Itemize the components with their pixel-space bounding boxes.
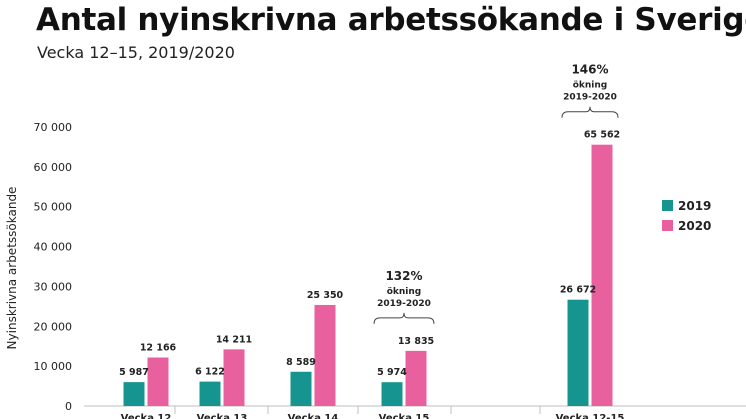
annotation-percent: 132% (385, 269, 422, 283)
data-label: 5 987 (119, 367, 149, 378)
annotation-range: 2019-2020 (563, 93, 617, 103)
data-label: 13 835 (398, 336, 434, 347)
x-tick-label: Vecka 13 (197, 413, 248, 419)
annotations: 2019-2020 ökning 132% 2019-2020 ökning 146% (373, 63, 619, 324)
y-tick-label: 60 000 (34, 161, 73, 174)
annotation-range: 2019-2020 (377, 299, 431, 309)
chart-title: Antal nyinskrivna arbetssökande i Sverig… (36, 2, 746, 38)
bar-2019 (199, 381, 221, 406)
y-tick-label: 40 000 (34, 241, 73, 254)
x-tick-label: Vecka 14 (288, 413, 339, 419)
bar-2020 (147, 357, 169, 406)
bar-2020 (223, 349, 245, 406)
annotation-brace (373, 312, 435, 324)
category-labels: Vecka 12 Vecka 13 Vecka 14 Vecka 15 Vecka 12… (121, 413, 625, 419)
data-label: 5 974 (377, 367, 407, 378)
y-tick-label: 0 (65, 400, 72, 413)
bar-2020 (314, 304, 336, 406)
annotation-brace (561, 106, 619, 118)
legend-swatch-2019 (662, 200, 673, 211)
bar-2020 (591, 144, 613, 406)
annotation-percent: 146% (571, 63, 608, 77)
legend-label: 2019 (678, 199, 711, 213)
annotation-text: ökning (573, 81, 608, 91)
y-axis-label: Nyinskrivna arbetssökande (5, 187, 19, 350)
y-tick-label: 50 000 (34, 201, 73, 214)
data-labels: 5 987 12 166 6 122 14 211 8 589 25 350 5 974 13… (119, 130, 620, 379)
data-label: 8 589 (286, 357, 316, 368)
bars (123, 144, 613, 406)
bar-2019 (381, 382, 403, 406)
y-tick-label: 20 000 (34, 320, 73, 333)
y-tick-label: 70 000 (34, 121, 73, 134)
x-tick-label: Vecka 12-15 (556, 413, 625, 419)
legend: 2019 2020 (662, 199, 711, 233)
legend-label: 2020 (678, 219, 711, 233)
bar-2020 (405, 350, 427, 406)
x-tick-label: Vecka 12 (121, 413, 172, 419)
data-label: 14 211 (216, 334, 252, 345)
x-tick-label: Vecka 15 (379, 413, 430, 419)
data-label: 25 350 (307, 290, 344, 301)
bar-2019 (123, 382, 145, 406)
annotation-text: ökning (387, 287, 422, 297)
bar-2019 (290, 371, 312, 406)
bar-2019 (567, 299, 589, 406)
y-tick-label: 30 000 (34, 280, 73, 293)
data-label: 6 122 (195, 367, 225, 378)
y-tick-label: 10 000 (34, 360, 73, 373)
y-axis: 0 10 000 20 000 30 000 40 000 50 000 60 000 70 … (34, 121, 746, 414)
data-label: 65 562 (584, 130, 620, 141)
data-label: 12 166 (140, 343, 177, 354)
legend-swatch-2020 (662, 220, 673, 231)
chart-subtitle: Vecka 12–15, 2019/2020 (37, 43, 235, 62)
data-label: 26 672 (560, 285, 596, 296)
